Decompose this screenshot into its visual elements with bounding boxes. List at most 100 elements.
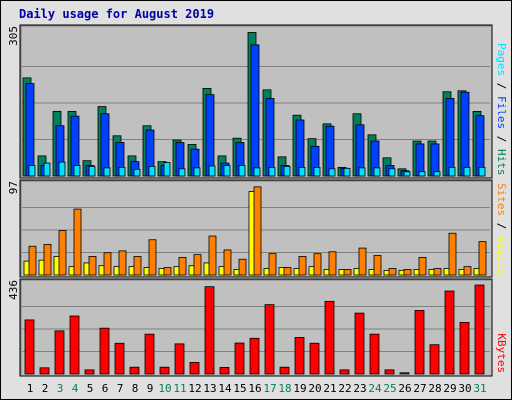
bar-sites-day-3	[58, 230, 67, 276]
bar-files-day-6	[100, 113, 110, 177]
chart-title: Daily usage for August 2019	[19, 7, 214, 21]
bar-kbytes-day-11	[174, 343, 185, 375]
bar-kbytes-day-31	[474, 284, 485, 375]
bar-pages-day-6	[103, 167, 111, 177]
bar-sites-day-20	[313, 253, 322, 276]
x-tick-label: 20	[308, 382, 321, 395]
x-tick-label: 19	[293, 382, 306, 395]
x-tick-label: 12	[188, 382, 201, 395]
x-tick-label: 2	[42, 382, 49, 395]
bar-pages-day-13	[208, 165, 216, 177]
bar-kbytes-day-8	[129, 366, 140, 375]
x-tick-label: 10	[158, 382, 171, 395]
bar-sites-day-24	[373, 255, 382, 276]
bar-pages-day-29	[448, 166, 456, 177]
x-tick-label: 22	[338, 382, 351, 395]
bar-sites-day-14	[223, 249, 232, 276]
bar-pages-day-1	[28, 165, 36, 177]
bar-sites-day-11	[178, 256, 187, 276]
bar-kbytes-day-10	[159, 366, 170, 375]
bar-pages-day-26	[403, 171, 411, 177]
x-tick-label: 31	[473, 382, 486, 395]
bar-sites-day-12	[193, 254, 202, 276]
x-tick-label: 26	[398, 382, 411, 395]
series-label-part: /	[495, 76, 508, 96]
bar-pages-day-3	[58, 161, 66, 177]
bar-kbytes-day-19	[294, 337, 305, 375]
bar-sites-day-22	[343, 269, 352, 276]
y-max-label: 97	[7, 181, 20, 194]
bar-kbytes-day-23	[354, 312, 365, 375]
bar-sites-day-18	[283, 267, 292, 276]
bar-pages-day-12	[193, 167, 201, 177]
x-tick-label: 16	[248, 382, 261, 395]
x-tick-label: 28	[428, 382, 441, 395]
bar-kbytes-day-21	[324, 300, 335, 375]
bar-pages-day-15	[238, 165, 246, 177]
bar-sites-day-1	[28, 245, 37, 276]
bar-pages-day-21	[328, 168, 336, 177]
bar-sites-day-7	[118, 250, 127, 276]
bar-sites-day-10	[163, 267, 172, 276]
bar-files-day-1	[25, 83, 35, 177]
bar-pages-day-5	[88, 166, 96, 177]
series-label-part: Sites	[495, 183, 508, 216]
bar-sites-day-8	[133, 256, 142, 276]
bar-sites-day-6	[103, 252, 112, 276]
x-tick-label: 5	[87, 382, 94, 395]
x-tick-label: 24	[368, 382, 382, 395]
x-tick-label: 6	[102, 382, 109, 395]
bar-files-day-28	[430, 143, 440, 177]
series-pages	[28, 161, 486, 177]
bar-kbytes-day-29	[444, 290, 455, 375]
x-tick-label: 21	[323, 382, 336, 395]
bar-pages-day-27	[418, 171, 426, 177]
visits-panel: 97 Sites / Visits	[7, 179, 508, 278]
series-files	[25, 44, 485, 177]
bar-pages-day-7	[118, 166, 126, 177]
bar-sites-day-5	[88, 256, 97, 276]
x-tick-label: 9	[147, 382, 154, 395]
bar-files-day-29	[445, 98, 455, 177]
x-tick-label: 30	[458, 382, 471, 395]
bar-kbytes-day-7	[114, 342, 125, 375]
bar-kbytes-day-24	[369, 333, 380, 375]
series-sites	[28, 186, 487, 276]
bar-sites-day-17	[268, 253, 277, 276]
bar-kbytes-day-13	[204, 286, 215, 375]
x-tick-label: 8	[132, 382, 139, 395]
bar-sites-day-28	[433, 268, 442, 276]
kbytes-panel: 436 KBytes	[7, 278, 508, 377]
bar-pages-day-16	[253, 167, 261, 177]
bar-kbytes-day-15	[234, 342, 245, 375]
bar-pages-day-19	[298, 166, 306, 177]
x-tick-label: 23	[353, 382, 366, 395]
x-tick-label: 1	[27, 382, 34, 395]
series-label-part: Hits	[495, 149, 508, 176]
bar-files-day-31	[475, 115, 485, 177]
bar-pages-day-4	[73, 165, 81, 177]
bar-pages-day-20	[313, 166, 321, 177]
bar-sites-day-25	[388, 268, 397, 276]
bar-kbytes-day-16	[249, 337, 260, 375]
day-labels-group: 1 2 3 4 5 6 7 8 9 10 11 12 13 14 15 16 17 18 19 20 21 22 23 24 2…	[27, 382, 487, 395]
bar-sites-day-26	[403, 269, 412, 276]
bar-sites-day-15	[238, 258, 247, 276]
y-max-label: 436	[7, 280, 20, 300]
bar-kbytes-day-1	[24, 319, 35, 375]
bar-files-day-13	[205, 94, 215, 177]
bar-pages-day-8	[133, 168, 141, 177]
bar-pages-day-31	[478, 166, 486, 177]
bar-sites-day-30	[463, 266, 472, 276]
x-tick-label: 27	[413, 382, 426, 395]
bar-kbytes-day-5	[84, 369, 95, 375]
series-label-part: KBytes	[495, 333, 508, 373]
bar-pages-day-28	[433, 171, 441, 177]
bar-sites-day-4	[73, 208, 82, 276]
bar-files-day-27	[415, 143, 425, 177]
bar-kbytes-day-12	[189, 362, 200, 375]
bar-kbytes-day-20	[309, 342, 320, 375]
bar-kbytes-day-17	[264, 304, 275, 375]
bar-kbytes-day-18	[279, 366, 290, 375]
